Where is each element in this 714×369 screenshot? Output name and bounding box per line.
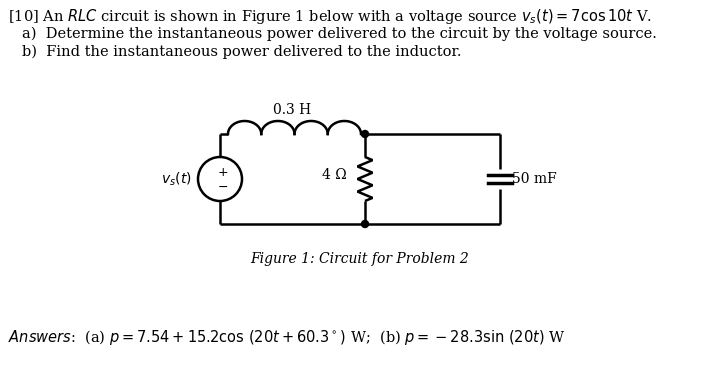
Circle shape	[361, 221, 368, 228]
Text: 4 Ω: 4 Ω	[322, 168, 347, 182]
Text: $\mathit{Answers}$:  (a) $p = 7.54 + 15.2\cos\,(20t + 60.3^\circ)$ W;  (b) $p = : $\mathit{Answers}$: (a) $p = 7.54 + 15.2…	[8, 328, 565, 347]
Text: b)  Find the instantaneous power delivered to the inductor.: b) Find the instantaneous power delivere…	[22, 45, 461, 59]
Text: 0.3 H: 0.3 H	[273, 103, 311, 117]
Text: +: +	[218, 166, 228, 179]
Circle shape	[361, 131, 368, 138]
Text: Figure 1: Circuit for Problem 2: Figure 1: Circuit for Problem 2	[251, 252, 469, 266]
Text: a)  Determine the instantaneous power delivered to the circuit by the voltage so: a) Determine the instantaneous power del…	[22, 27, 657, 41]
Text: 50 mF: 50 mF	[512, 172, 557, 186]
Text: [10] An $\mathit{RLC}$ circuit is shown in Figure 1 below with a voltage source : [10] An $\mathit{RLC}$ circuit is shown …	[8, 7, 652, 26]
Text: $v_s(t)$: $v_s(t)$	[161, 170, 192, 188]
Text: −: −	[218, 180, 228, 193]
